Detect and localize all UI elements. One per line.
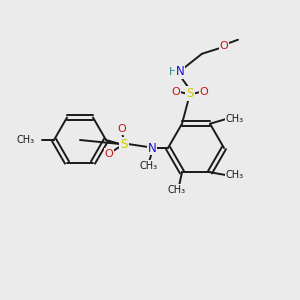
Text: H: H (169, 67, 177, 77)
Text: O: O (105, 149, 113, 159)
Text: S: S (120, 137, 128, 151)
Text: CH₃: CH₃ (17, 135, 35, 145)
Text: CH₃: CH₃ (168, 185, 186, 195)
Text: CH₃: CH₃ (226, 170, 244, 180)
Text: N: N (148, 142, 156, 154)
Text: O: O (220, 41, 228, 51)
Text: O: O (172, 87, 180, 97)
Text: N: N (176, 65, 184, 78)
Text: CH₃: CH₃ (226, 114, 244, 124)
Text: O: O (118, 124, 126, 134)
Text: CH₃: CH₃ (140, 161, 158, 171)
Text: O: O (200, 87, 208, 97)
Text: S: S (186, 87, 194, 100)
